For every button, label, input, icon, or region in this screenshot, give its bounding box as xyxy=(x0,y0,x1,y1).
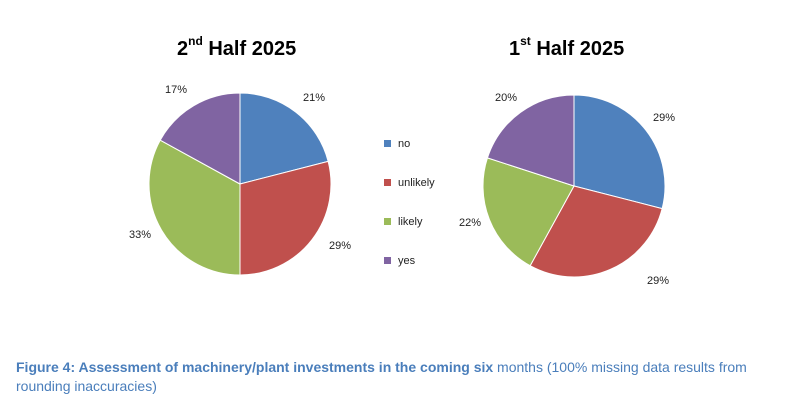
legend-swatch xyxy=(384,217,391,225)
legend-label: yes xyxy=(398,255,416,267)
pie-slice-no xyxy=(239,92,329,185)
data-label-yes: 20% xyxy=(495,92,517,104)
legend-swatch xyxy=(384,139,391,147)
data-label-likely: 22% xyxy=(459,217,481,229)
data-label-no: 21% xyxy=(303,92,325,104)
legend-label: unlikely xyxy=(398,177,435,189)
legend-swatch xyxy=(384,178,391,186)
title-number: 2 xyxy=(177,38,189,60)
caption-bold: Figure 4: Assessment of machinery/plant … xyxy=(16,359,494,375)
title-rest: Half 2025 xyxy=(202,38,297,60)
title-ordinal: st xyxy=(520,34,531,49)
data-label-yes: 17% xyxy=(165,84,187,96)
data-label-no: 29% xyxy=(653,112,675,124)
chart-title-2nd-half: 2nd Half 2025 xyxy=(177,35,297,61)
caption-rest: months (100% missing data results from r… xyxy=(16,359,747,394)
data-label-likely: 33% xyxy=(129,229,151,241)
legend-label: no xyxy=(398,138,411,150)
legend-item-yes: yes xyxy=(384,254,415,268)
pie-slice-no xyxy=(573,94,666,210)
legend-item-no: no xyxy=(384,137,410,151)
pie-slice-yes xyxy=(486,94,575,187)
legend-label: likely xyxy=(398,216,423,228)
figure-caption: Figure 4: Assessment of machinery/plant … xyxy=(16,358,791,396)
title-number: 1 xyxy=(509,38,521,60)
legend-item-unlikely: unlikely xyxy=(384,176,435,190)
title-rest: Half 2025 xyxy=(530,38,625,60)
title-ordinal: nd xyxy=(188,34,203,49)
legend-swatch xyxy=(384,256,391,264)
data-label-unlikely: 29% xyxy=(647,275,669,287)
data-label-unlikely: 29% xyxy=(329,240,351,252)
pie-slice-yes xyxy=(159,92,241,185)
legend-item-likely: likely xyxy=(384,215,422,229)
pie-slice-unlikely xyxy=(529,185,663,278)
chart-title-1st-half: 1st Half 2025 xyxy=(509,35,625,61)
pie-slice-likely xyxy=(148,139,241,276)
pie-slice-likely xyxy=(482,157,575,267)
pie-slice-unlikely xyxy=(239,160,332,276)
